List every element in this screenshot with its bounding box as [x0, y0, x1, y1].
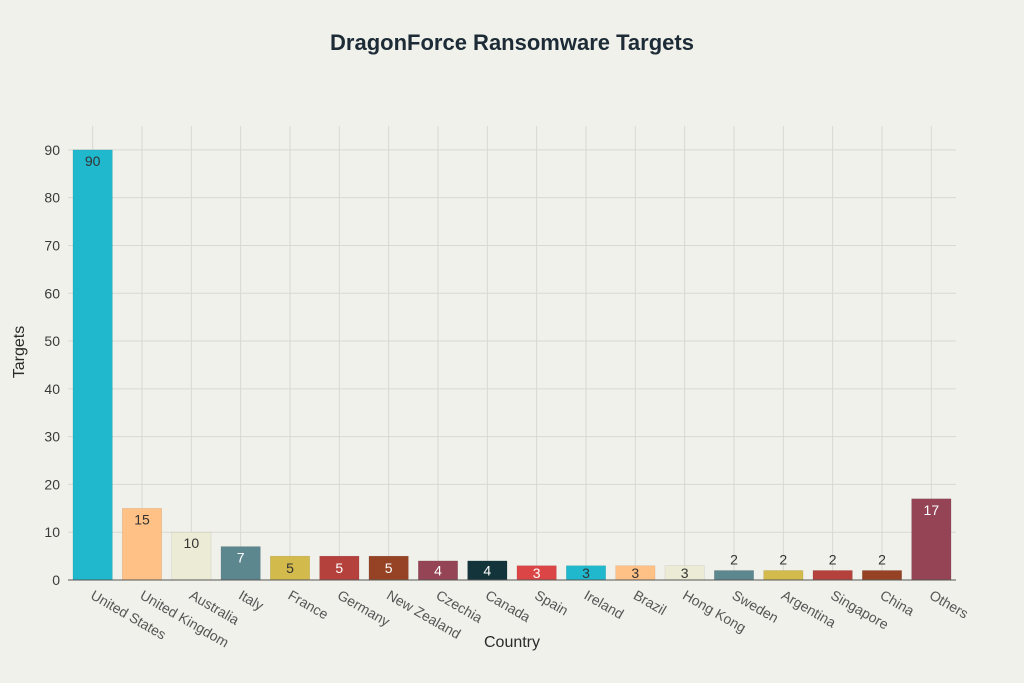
x-tick-label: France	[286, 587, 332, 623]
y-axis-title: Targets	[11, 326, 28, 378]
data-label: 17	[924, 502, 940, 518]
bar[interactable]	[862, 570, 902, 581]
y-tick-label: 80	[44, 190, 60, 206]
data-label: 3	[681, 565, 689, 581]
data-label: 5	[335, 560, 343, 576]
data-label: 4	[434, 562, 442, 578]
y-axis-ticks: 0 10 20 30 40 50 60 70 80 90	[44, 142, 60, 588]
x-tick-label: Germany	[335, 587, 393, 630]
data-label: 7	[237, 550, 245, 566]
bar[interactable]	[911, 498, 952, 581]
data-label: 2	[779, 551, 787, 567]
x-tick-label: Italy	[236, 587, 266, 614]
x-tick-label: Spain	[532, 587, 571, 619]
x-tick-label: Others	[927, 587, 971, 622]
bar[interactable]	[122, 508, 162, 581]
y-tick-label: 60	[44, 285, 60, 301]
x-tick-label: Ireland	[582, 587, 627, 622]
bars	[72, 149, 952, 581]
y-tick-label: 40	[44, 381, 60, 397]
bar[interactable]	[812, 570, 853, 581]
data-label: 2	[878, 551, 886, 567]
data-label: 2	[829, 551, 837, 567]
bar[interactable]	[763, 570, 804, 581]
bar[interactable]	[72, 149, 113, 581]
data-label: 90	[85, 153, 101, 169]
data-labels: 90 15 10 7 5 5 5 4 4 3 3 3 3 2 2 2 2 17	[85, 153, 939, 581]
bar[interactable]	[714, 570, 754, 581]
x-tick-label: Canada	[483, 587, 534, 625]
data-label: 3	[582, 565, 590, 581]
y-tick-label: 20	[44, 476, 60, 492]
grid	[68, 126, 956, 581]
data-label: 2	[730, 551, 738, 567]
y-tick-label: 70	[44, 237, 60, 253]
y-tick-label: 10	[44, 524, 60, 540]
chart-title: DragonForce Ransomware Targets	[330, 30, 694, 55]
y-tick-label: 90	[44, 142, 60, 158]
data-label: 3	[533, 565, 541, 581]
data-label: 3	[631, 565, 639, 581]
y-tick-label: 50	[44, 333, 60, 349]
data-label: 5	[385, 560, 393, 576]
y-tick-label: 0	[52, 572, 60, 588]
x-axis-title: Country	[484, 634, 540, 651]
x-tick-label: Brazil	[631, 587, 669, 618]
data-label: 5	[286, 560, 294, 576]
data-label: 4	[483, 562, 491, 578]
y-tick-label: 30	[44, 429, 60, 445]
data-label: 10	[184, 535, 200, 551]
data-label: 15	[134, 511, 150, 527]
x-tick-label: Argentina	[779, 587, 839, 631]
